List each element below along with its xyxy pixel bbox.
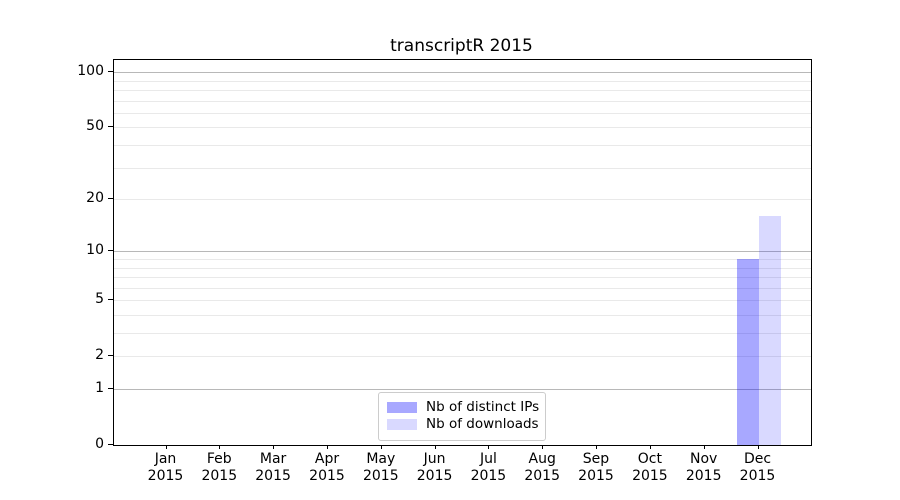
- x-tick-mark: [434, 445, 436, 449]
- bar-nb-of-distinct-ips: [736, 259, 759, 445]
- x-tick-label: Dec 2015: [739, 451, 776, 484]
- y-tick-label: 0: [95, 436, 104, 452]
- legend-label: Nb of downloads: [426, 416, 539, 432]
- gridline-minor: [114, 199, 811, 201]
- gridline-major: [114, 72, 811, 74]
- x-tick-label: Aug 2015: [524, 451, 560, 484]
- y-tick-label: 1: [95, 380, 104, 396]
- gridline-minor: [114, 80, 811, 82]
- gridline-minor: [114, 167, 811, 169]
- y-tick-mark: [108, 250, 113, 252]
- gridline-major: [114, 251, 811, 253]
- y-tick-label: 10: [86, 242, 104, 259]
- gridline-minor: [114, 100, 811, 102]
- x-tick-label: Nov 2015: [685, 451, 722, 484]
- plot-area: [113, 59, 812, 446]
- x-tick-mark: [488, 445, 490, 449]
- gridline-minor: [114, 112, 811, 114]
- y-tick-label: 50: [86, 118, 104, 135]
- y-tick-mark: [108, 198, 113, 200]
- y-tick-mark: [108, 126, 113, 128]
- x-tick-label: Jun 2015: [416, 451, 453, 484]
- y-tick-label: 2: [95, 347, 104, 364]
- legend: Nb of distinct IPs Nb of downloads: [378, 392, 546, 441]
- legend-swatch: [387, 419, 417, 430]
- x-tick-label: May 2015: [362, 451, 399, 484]
- x-tick-label: Mar 2015: [255, 451, 291, 484]
- legend-row: Nb of distinct IPs: [387, 399, 540, 415]
- gridline-major: [114, 389, 811, 390]
- x-tick-mark: [380, 445, 382, 449]
- legend-swatch: [387, 402, 417, 413]
- x-tick-label: Sep 2015: [578, 451, 614, 484]
- y-tick-mark: [108, 444, 113, 445]
- x-tick-label: Feb 2015: [201, 451, 238, 484]
- x-tick-mark: [219, 445, 221, 449]
- x-tick-mark: [542, 445, 544, 449]
- gridline-minor: [114, 287, 811, 289]
- x-tick-mark: [649, 445, 651, 449]
- y-tick-mark: [108, 299, 113, 301]
- x-tick-label: Jul 2015: [470, 451, 507, 484]
- gridline-minor: [114, 300, 811, 302]
- gridline-minor: [114, 356, 811, 358]
- gridline-minor: [114, 267, 811, 269]
- gridline-minor: [114, 145, 811, 146]
- y-tick-mark: [108, 388, 113, 389]
- legend-row: Nb of downloads: [387, 416, 539, 432]
- y-tick-mark: [108, 71, 113, 73]
- gridline-minor: [114, 315, 811, 316]
- gridline-minor: [114, 277, 811, 278]
- x-tick-mark: [703, 445, 705, 449]
- x-tick-mark: [273, 445, 275, 449]
- gridline-minor: [114, 127, 811, 129]
- x-tick-label: Apr 2015: [309, 451, 345, 484]
- x-tick-mark: [596, 445, 597, 449]
- gridline-minor: [114, 90, 811, 91]
- y-tick-label: 100: [77, 63, 104, 80]
- x-tick-mark: [165, 445, 167, 449]
- chart-title: transcriptR 2015: [390, 36, 533, 56]
- bar-nb-of-downloads: [758, 216, 781, 445]
- legend-label: Nb of distinct IPs: [426, 399, 540, 415]
- y-tick-mark: [108, 355, 113, 357]
- x-tick-label: Oct 2015: [632, 451, 668, 484]
- x-tick-label: Jan 2015: [147, 451, 184, 484]
- gridline-minor: [114, 259, 811, 260]
- gridline-minor: [114, 333, 811, 334]
- y-tick-label: 20: [86, 190, 104, 207]
- x-tick-mark: [757, 445, 759, 449]
- y-tick-label: 5: [95, 291, 104, 308]
- x-tick-mark: [327, 445, 328, 449]
